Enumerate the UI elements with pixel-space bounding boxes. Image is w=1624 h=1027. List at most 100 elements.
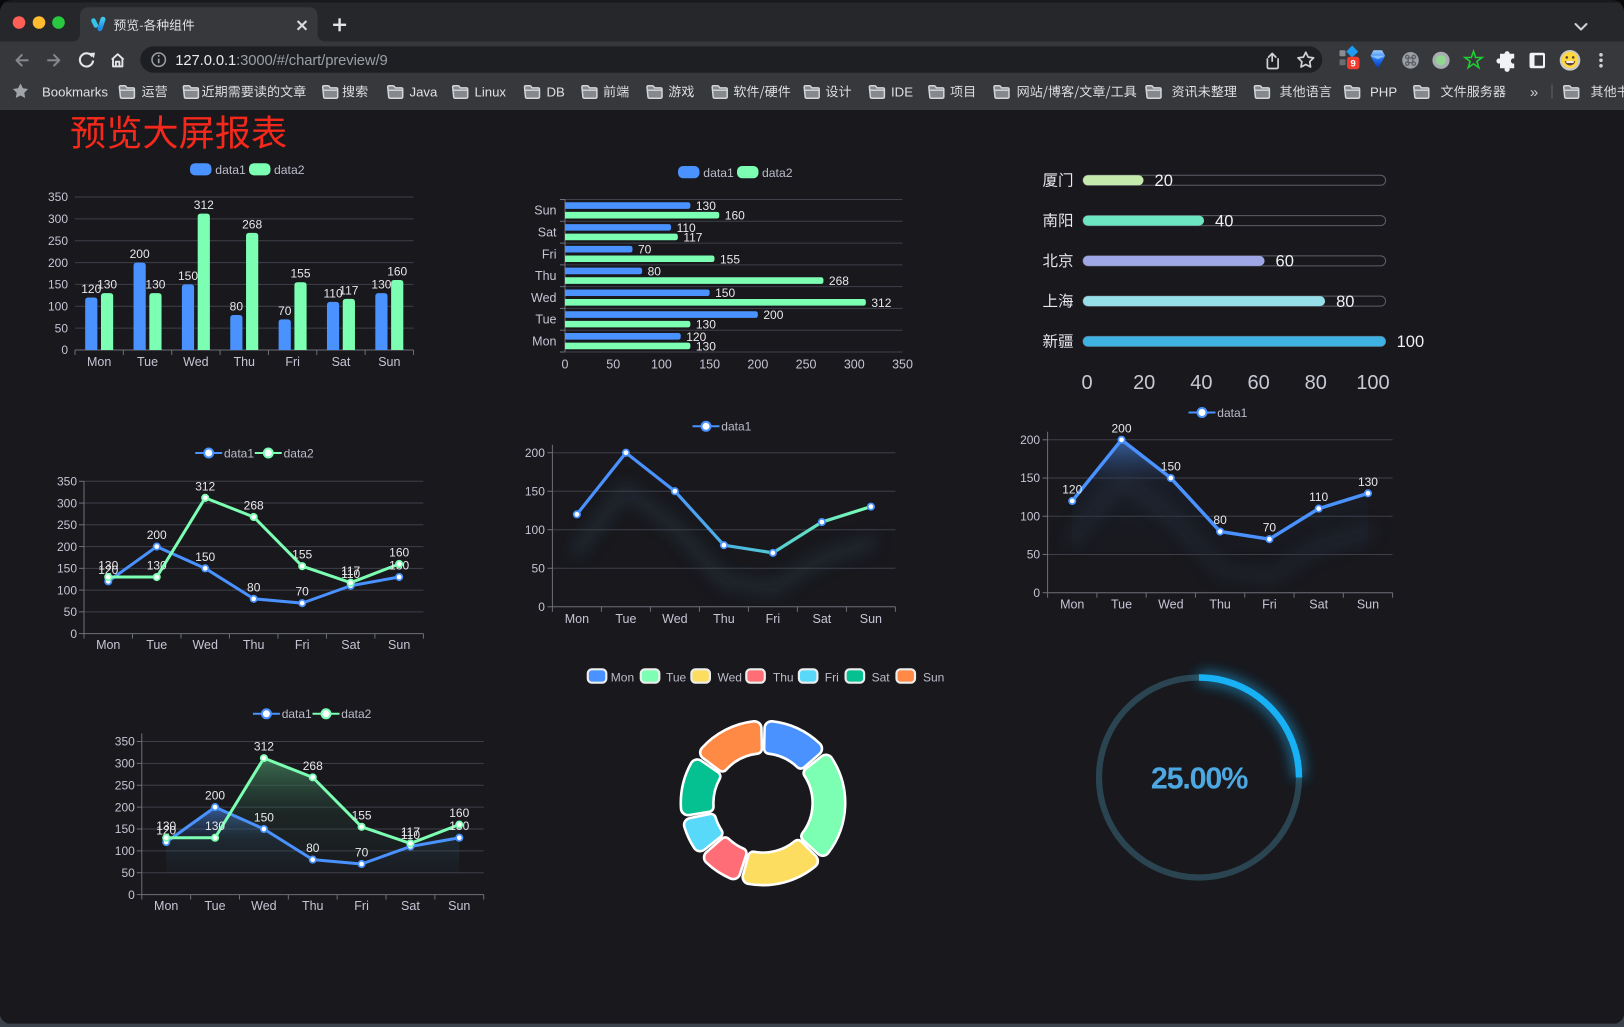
svg-text:Thu: Thu: [773, 670, 794, 684]
svg-text:80: 80: [1336, 293, 1354, 311]
svg-text:155: 155: [720, 252, 740, 266]
svg-text:160: 160: [387, 265, 407, 279]
svg-text:DB: DB: [547, 84, 566, 99]
svg-text:data2: data2: [284, 446, 314, 460]
svg-text:0: 0: [128, 888, 135, 902]
svg-text:Tue: Tue: [205, 899, 226, 913]
svg-text:80: 80: [230, 300, 244, 314]
svg-text:Sun: Sun: [1357, 598, 1379, 612]
svg-text:300: 300: [844, 358, 865, 372]
svg-text:110: 110: [677, 221, 696, 235]
svg-text:130: 130: [97, 278, 117, 292]
svg-text:data2: data2: [341, 707, 371, 721]
svg-text:Bookmarks: Bookmarks: [42, 84, 108, 99]
svg-text:25.00%: 25.00%: [1151, 762, 1248, 796]
svg-text:Fri: Fri: [354, 899, 369, 913]
svg-text:130: 130: [156, 819, 176, 833]
svg-text:50: 50: [532, 561, 546, 575]
svg-text:80: 80: [306, 841, 320, 855]
svg-text:300: 300: [57, 496, 77, 510]
svg-text:Sun: Sun: [378, 355, 400, 369]
svg-text:Mon: Mon: [532, 334, 556, 348]
svg-text:150: 150: [525, 484, 545, 498]
svg-text:0: 0: [61, 343, 68, 357]
svg-text:data1: data1: [224, 446, 254, 460]
svg-text:Fri: Fri: [542, 247, 557, 261]
svg-text:110: 110: [341, 567, 360, 581]
svg-text:80: 80: [1213, 513, 1227, 527]
svg-text:150: 150: [699, 358, 720, 372]
svg-text:250: 250: [115, 778, 135, 792]
svg-text:40: 40: [1215, 212, 1233, 230]
svg-text:0: 0: [562, 358, 569, 372]
svg-text:350: 350: [892, 358, 913, 372]
svg-text:Fri: Fri: [295, 638, 310, 652]
svg-text:Wed: Wed: [192, 638, 218, 652]
svg-text:Fri: Fri: [825, 670, 839, 684]
svg-text:60: 60: [1247, 372, 1269, 394]
svg-text:Thu: Thu: [1209, 598, 1231, 612]
svg-text:70: 70: [278, 304, 292, 318]
svg-text:Mon: Mon: [611, 670, 634, 684]
svg-text:130: 130: [205, 819, 225, 833]
svg-text:data1: data1: [703, 166, 734, 180]
svg-text:130: 130: [696, 318, 716, 332]
svg-text:268: 268: [829, 274, 849, 288]
svg-text:PHP: PHP: [1370, 84, 1397, 99]
svg-text:Wed: Wed: [662, 612, 688, 626]
svg-text:Sun: Sun: [388, 638, 410, 652]
svg-text:200: 200: [205, 789, 225, 803]
svg-text:Sat: Sat: [1309, 598, 1328, 612]
svg-text:50: 50: [1027, 548, 1041, 562]
svg-text:Mon: Mon: [87, 355, 111, 369]
svg-text:150: 150: [57, 562, 77, 576]
svg-text:100: 100: [57, 583, 77, 597]
svg-text:110: 110: [323, 286, 342, 300]
svg-text:130: 130: [145, 278, 165, 292]
svg-text:130: 130: [696, 339, 716, 353]
svg-text:312: 312: [194, 198, 214, 212]
svg-text:160: 160: [725, 209, 745, 223]
svg-text:data1: data1: [282, 707, 312, 721]
svg-text:Fri: Fri: [285, 355, 300, 369]
svg-text:150: 150: [1161, 460, 1181, 474]
svg-text:100: 100: [1020, 509, 1040, 523]
svg-text:Mon: Mon: [154, 899, 178, 913]
svg-text:100: 100: [48, 299, 68, 313]
svg-text:120: 120: [686, 330, 706, 344]
svg-text:150: 150: [715, 286, 735, 300]
svg-text:Sat: Sat: [332, 355, 351, 369]
svg-text:Sat: Sat: [813, 612, 832, 626]
svg-text:Linux: Linux: [475, 84, 507, 99]
svg-text:Sun: Sun: [534, 204, 556, 218]
svg-text:155: 155: [292, 548, 312, 562]
svg-text:70: 70: [638, 243, 652, 257]
svg-text:data2: data2: [274, 163, 305, 177]
svg-text:200: 200: [763, 308, 783, 322]
svg-text:80: 80: [648, 264, 662, 278]
svg-text:»: »: [1530, 84, 1538, 101]
svg-text:Sat: Sat: [341, 638, 360, 652]
svg-text:130: 130: [147, 559, 167, 573]
svg-text:130: 130: [696, 199, 716, 213]
svg-text:200: 200: [130, 247, 150, 261]
svg-text:120: 120: [98, 563, 118, 577]
svg-text:312: 312: [254, 740, 274, 754]
svg-text:0: 0: [70, 627, 77, 641]
svg-text:250: 250: [48, 234, 68, 248]
svg-text:150: 150: [1020, 471, 1040, 485]
svg-text:117: 117: [341, 564, 360, 578]
svg-text:Mon: Mon: [565, 612, 589, 626]
svg-text:80: 80: [1305, 372, 1327, 394]
svg-text:100: 100: [1356, 372, 1389, 394]
svg-text:Sat: Sat: [538, 225, 557, 239]
svg-text:Thu: Thu: [713, 612, 735, 626]
svg-text:150: 150: [195, 550, 215, 564]
svg-text:Fri: Fri: [766, 612, 781, 626]
svg-text:Sun: Sun: [923, 670, 944, 684]
svg-text:Sun: Sun: [448, 899, 470, 913]
svg-text:data1: data1: [721, 420, 751, 434]
svg-text:Tue: Tue: [535, 313, 556, 327]
svg-text:155: 155: [352, 808, 372, 822]
svg-text:Tue: Tue: [615, 612, 636, 626]
